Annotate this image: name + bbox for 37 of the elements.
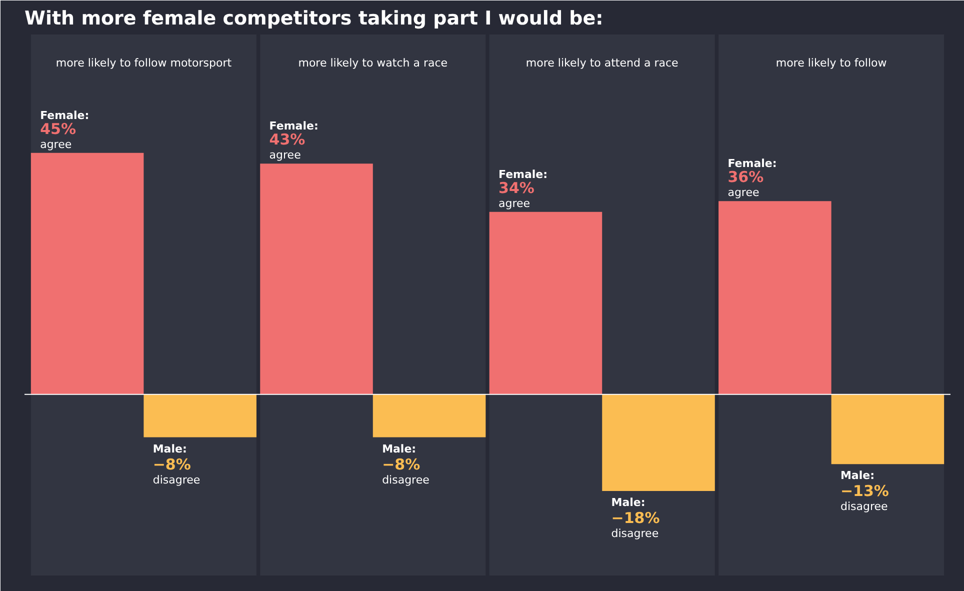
text: disagree	[611, 526, 659, 540]
annotation: disagree	[382, 473, 430, 486]
text: Male:	[840, 469, 874, 482]
x-tick-label: more likely to attend a race	[526, 56, 679, 70]
annotation: agree	[269, 148, 302, 162]
data-label: −8%	[382, 455, 420, 474]
text: Female:	[728, 157, 777, 170]
x-tick-label: more likely to follow	[776, 56, 887, 70]
text: Female:	[40, 108, 90, 122]
bar	[30, 152, 144, 394]
text: Male:	[382, 442, 416, 456]
text: Female:	[498, 168, 548, 181]
data-label: −13%	[840, 482, 889, 500]
chart-title: With more female competitors taking part I would be:	[24, 8, 604, 30]
bar	[489, 212, 602, 394]
data-label: 43%	[269, 130, 306, 149]
text: agree	[40, 138, 72, 151]
text: Male:	[611, 496, 646, 509]
bar	[718, 201, 832, 394]
bar	[260, 164, 373, 394]
data-label: −18%	[611, 508, 660, 527]
annotation: agree	[498, 196, 530, 210]
x-tick-label: more likely to watch a race	[298, 56, 448, 70]
annotation: agree	[728, 186, 760, 200]
data-label: 45%	[40, 120, 76, 138]
series-label: Male:	[152, 442, 187, 456]
data-label: 34%	[498, 178, 534, 197]
text: disagree	[840, 500, 888, 514]
data-label: −8%	[152, 455, 191, 474]
annotation: disagree	[152, 473, 200, 486]
bar	[602, 394, 715, 491]
bar	[144, 394, 256, 438]
bar	[831, 394, 944, 464]
bar	[372, 394, 486, 438]
text: Female:	[269, 120, 318, 133]
data-label: 36%	[728, 168, 764, 186]
x-tick-label: more likely to follow motorsport	[56, 56, 232, 70]
